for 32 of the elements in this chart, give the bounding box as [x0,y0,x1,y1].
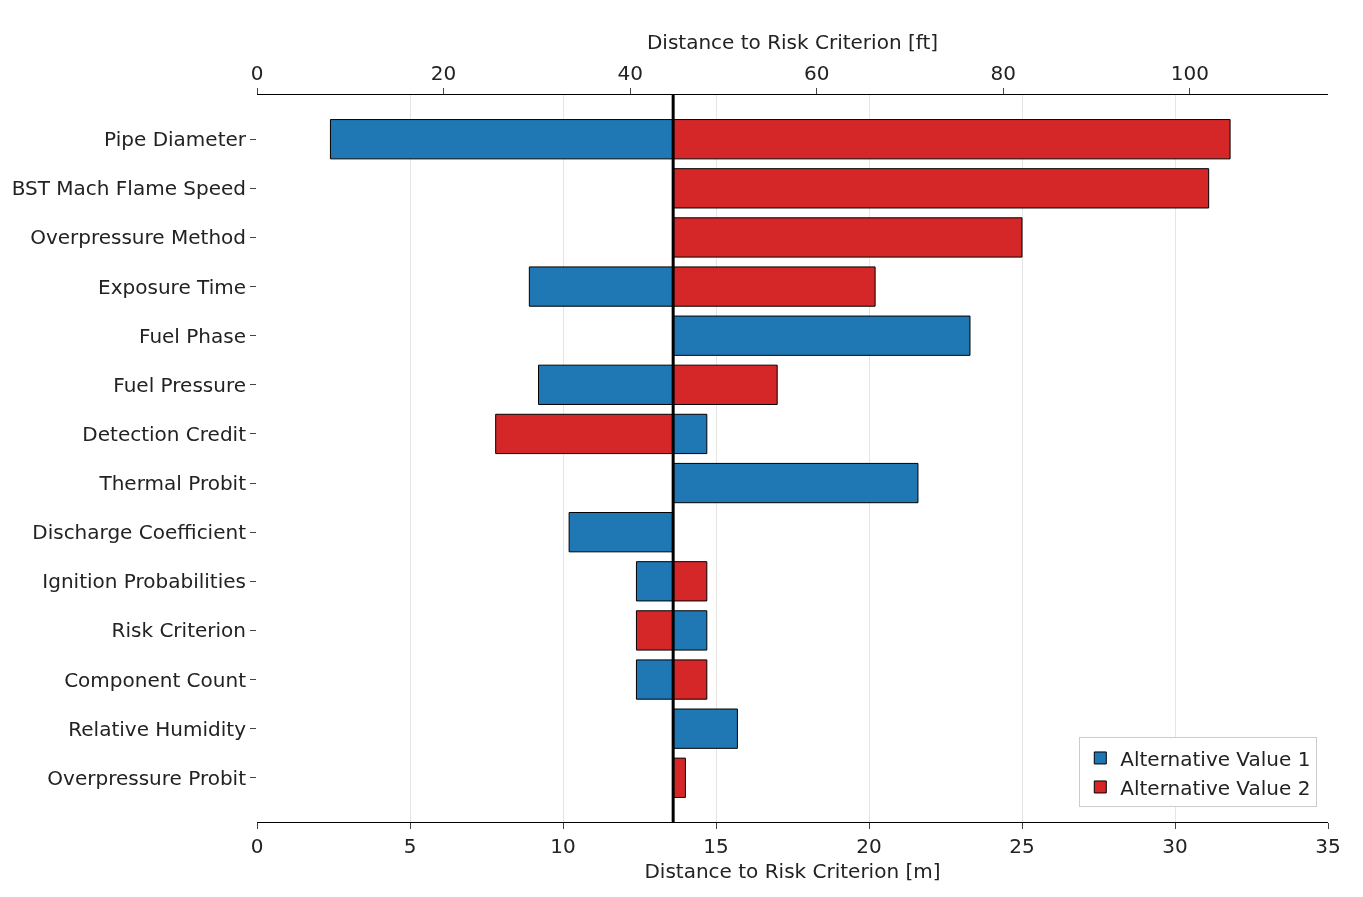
y-tick-label: Risk Criterion [111,618,246,643]
x2-tick-label: 100 [1170,61,1210,85]
y-tick-label: Overpressure Method [30,225,246,250]
y-tick-label: Discharge Coefficient [32,520,247,545]
y-tick-label: Overpressure Probit [47,765,247,790]
x-tick-label: 5 [403,834,417,858]
y-tick-label: Detection Credit [82,421,247,446]
x2-tick-label: 0 [250,61,264,85]
x-tick-label: 15 [703,834,729,858]
y-tick-label: Relative Humidity [68,716,247,741]
x2-tick-label: 80 [990,61,1017,85]
legend-label: Alternative Value 2 [1120,775,1311,800]
x2-tick-label: 20 [430,61,457,85]
x-axis-title: Distance to Risk Criterion [m] [644,858,941,883]
y-tick-label: Pipe Diameter [104,127,247,152]
y-tick-label: Ignition Probabilities [42,569,246,594]
y-tick-label: Fuel Phase [138,323,246,348]
x-tick-label: 20 [856,834,882,858]
y-tick-label: Thermal Probit [98,471,247,496]
x2-axis-title: Distance to Risk Criterion [ft] [646,29,939,54]
x-tick-label: 30 [1162,834,1188,858]
y-tick-label: Exposure Time [98,274,246,299]
y-tick-label: Component Count [64,667,247,692]
x2-tick-label: 60 [804,61,830,85]
x-tick-label: 0 [250,834,264,858]
x2-tick-label: 40 [617,61,643,85]
legend-label: Alternative Value 1 [1120,746,1311,771]
x-tick-label: 10 [550,834,576,858]
y-tick-label: Fuel Pressure [113,372,246,397]
y-tick-label: BST Mach Flame Speed [11,176,246,201]
x-tick-label: 35 [1315,834,1341,858]
x-tick-label: 25 [1009,834,1035,858]
